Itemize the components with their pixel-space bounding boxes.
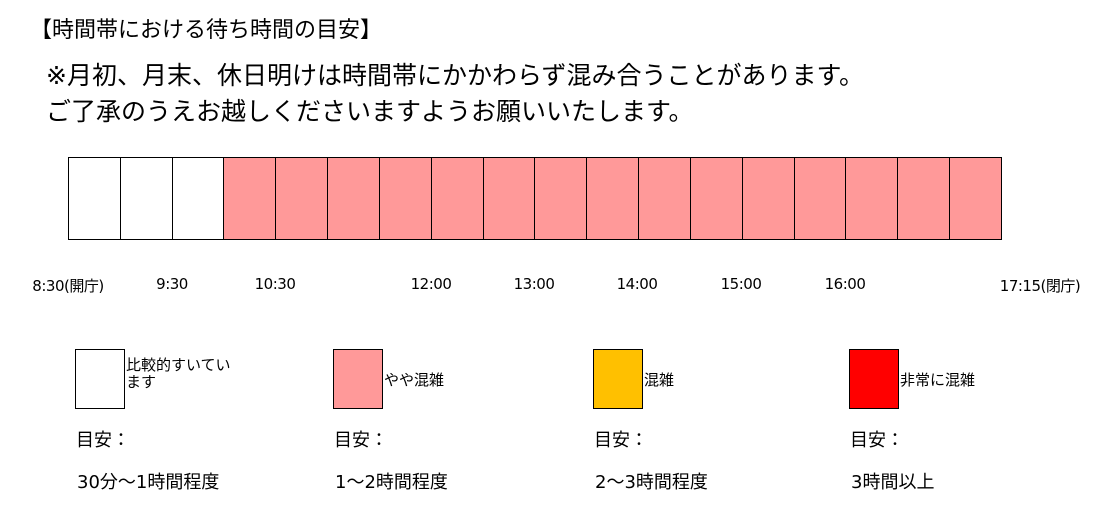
- time-label: 10:30: [254, 275, 296, 293]
- time-slot: [794, 158, 847, 239]
- time-slot: [276, 158, 329, 239]
- legend-swatch: [593, 349, 643, 409]
- time-slot: [120, 158, 173, 239]
- legend-caption: 目安：: [76, 430, 130, 451]
- time-label: 9:30: [156, 275, 188, 293]
- legend-caption: 目安：: [594, 430, 648, 451]
- legend-caption: 目安：: [334, 430, 388, 451]
- time-slot: [483, 158, 536, 239]
- time-slot: [846, 158, 899, 239]
- legend-label: 比較的すいています: [126, 356, 231, 391]
- legend-swatch: [75, 349, 125, 409]
- time-slot: [431, 158, 484, 239]
- time-label: 15:00: [720, 275, 762, 293]
- time-slot: [172, 158, 225, 239]
- time-slot: [224, 158, 277, 239]
- time-slot: [742, 158, 795, 239]
- legend-label: やや混雑: [384, 371, 445, 389]
- time-slot: [950, 158, 1001, 239]
- note: ※月初、月末、休日明けは時間帯にかかわらず混み合うことがあります。: [46, 61, 864, 90]
- time-slot: [898, 158, 951, 239]
- legend-label: 混雑: [644, 371, 675, 389]
- legend-estimate: 2～3時間程度: [595, 472, 708, 493]
- note: ご了承のうえお越しくださいますようお願いいたします。: [46, 97, 694, 126]
- legend-swatch: [849, 349, 899, 409]
- time-slot: [328, 158, 380, 239]
- time-label: 8:30(開庁): [32, 277, 104, 295]
- time-label: 14:00: [616, 275, 658, 293]
- legend-estimate: 1～2時間程度: [335, 472, 448, 493]
- time-slot: [379, 158, 432, 239]
- timeline-bar: [68, 157, 1002, 240]
- legend-label: 非常に混雑: [900, 371, 976, 389]
- legend-estimate: 30分～1時間程度: [77, 472, 220, 493]
- title: 【時間帯における待ち時間の目安】: [30, 18, 383, 43]
- time-slot: [535, 158, 588, 239]
- time-label: 12:00: [410, 275, 452, 293]
- time-label: 13:00: [513, 275, 555, 293]
- time-slot: [69, 158, 121, 239]
- legend-estimate: 3時間以上: [851, 472, 935, 493]
- legend-swatch: [333, 349, 383, 409]
- legend-caption: 目安：: [850, 430, 904, 451]
- time-slot: [690, 158, 743, 239]
- time-slot: [587, 158, 640, 239]
- time-label: 17:15(閉庁): [999, 277, 1081, 295]
- time-label: 16:00: [824, 275, 866, 293]
- time-slot: [639, 158, 691, 239]
